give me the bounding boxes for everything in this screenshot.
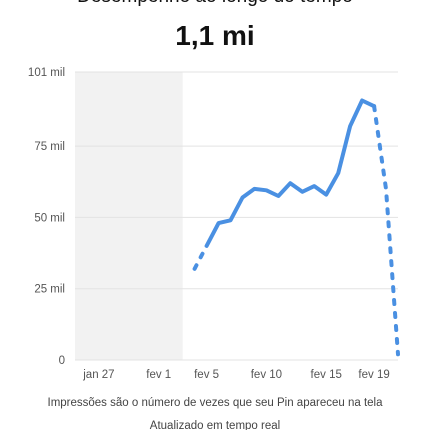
performance-line-chart: 0 25 mil 50 mil 75 mil 101 mil jan 27 fev 1 fev… [28,67,400,381]
x-tick-label: fev 15 [311,369,342,381]
y-tick-label: 75 mil [34,141,65,153]
y-tick-label: 50 mil [34,212,65,224]
chart-title: Desempenho ao longo do tempo [0,0,430,8]
x-tick-label: fev 5 [194,369,219,381]
y-tick-label: 101 mil [28,67,65,79]
estimated-line-segment [192,243,209,271]
updated-status: Atualizado em tempo real [149,420,281,430]
total-impressions-value: 1,1 mi [175,20,255,51]
y-tick-label: 0 [59,355,65,367]
impressions-explanation: Impressões são o número de vezes que seu… [47,397,383,409]
shaded-period [75,72,183,360]
x-tick-label: fev 19 [358,369,389,381]
y-tick-label: 25 mil [34,284,65,296]
x-tick-label: fev 10 [251,369,282,381]
x-tick-label: jan 27 [82,369,114,381]
x-tick-label: fev 1 [146,369,171,381]
estimated-line-segment [372,104,400,357]
impressions-line [204,98,377,248]
